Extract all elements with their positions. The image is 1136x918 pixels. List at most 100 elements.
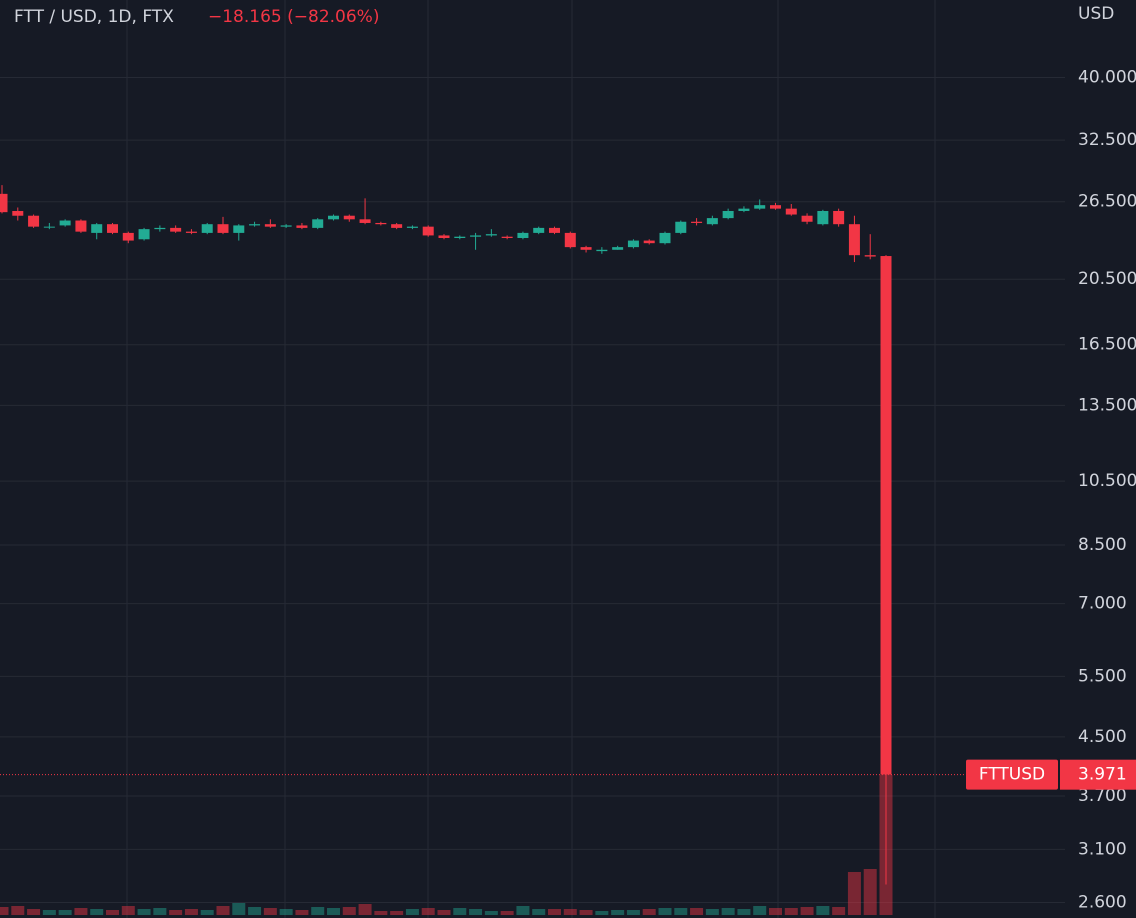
volume-bar bbox=[327, 908, 340, 915]
candle-body bbox=[312, 219, 324, 228]
volume-bar bbox=[137, 909, 151, 915]
candle-body bbox=[233, 225, 245, 233]
candle-body bbox=[438, 235, 450, 238]
candles bbox=[0, 185, 892, 885]
candle-body bbox=[107, 224, 118, 233]
last-price-label: 3.971 bbox=[1078, 765, 1127, 785]
volume-bar bbox=[579, 910, 593, 915]
volume-bar bbox=[421, 908, 435, 915]
y-tick-label: 10.500 bbox=[1078, 471, 1136, 491]
candle-body bbox=[738, 208, 750, 211]
candle-body bbox=[138, 229, 150, 240]
candle-body bbox=[785, 208, 797, 215]
candle-body bbox=[817, 210, 829, 225]
volume-bar bbox=[342, 907, 356, 915]
candle-body bbox=[580, 247, 592, 250]
volume-bar bbox=[847, 872, 861, 915]
candle-body bbox=[328, 215, 339, 220]
volume-bar bbox=[595, 911, 609, 915]
volume-bar bbox=[58, 910, 72, 915]
volume-bar bbox=[263, 908, 277, 915]
volume-bar bbox=[611, 910, 625, 915]
candle-body bbox=[43, 226, 55, 228]
candle-body bbox=[564, 232, 576, 248]
volume-bar bbox=[737, 909, 751, 915]
volume-bar bbox=[74, 908, 88, 915]
candle-body bbox=[91, 224, 103, 233]
candle-body bbox=[770, 205, 781, 209]
candle-body bbox=[280, 225, 292, 227]
candle-body bbox=[12, 210, 24, 216]
price-change: −18.165 (−82.06%) bbox=[208, 7, 379, 27]
volume-bar bbox=[705, 909, 719, 915]
volume-bar bbox=[721, 908, 735, 915]
volume-bar bbox=[0, 907, 9, 915]
candle-body bbox=[122, 232, 134, 241]
symbol-label: FTTUSD bbox=[979, 765, 1045, 785]
volume-bar bbox=[232, 903, 246, 915]
y-unit: USD bbox=[1078, 4, 1114, 24]
y-tick-label: 7.000 bbox=[1078, 594, 1127, 614]
candle-body bbox=[343, 215, 355, 220]
candle-body bbox=[359, 219, 371, 223]
volume-bar bbox=[390, 911, 404, 915]
volume-bar bbox=[500, 911, 514, 915]
volume-bar bbox=[90, 909, 104, 915]
candle-body bbox=[75, 220, 87, 232]
candle-body bbox=[264, 224, 276, 227]
volume-bar bbox=[374, 911, 388, 915]
volume-bar bbox=[832, 907, 846, 915]
volume-bar bbox=[184, 909, 198, 915]
chart-title: FTT / USD, 1D, FTX bbox=[14, 7, 174, 27]
volume-bar bbox=[816, 906, 830, 915]
volume bbox=[0, 775, 893, 915]
candle-body bbox=[659, 232, 671, 244]
volume-bar bbox=[800, 907, 814, 915]
volume-bar bbox=[469, 909, 483, 915]
volume-bar bbox=[437, 910, 451, 915]
y-tick-label: 2.600 bbox=[1078, 893, 1127, 913]
y-tick-label: 4.500 bbox=[1078, 727, 1127, 747]
y-tick-label: 13.500 bbox=[1078, 395, 1136, 415]
candle-body bbox=[154, 227, 166, 230]
volume-bar bbox=[784, 908, 798, 915]
volume-bar bbox=[153, 908, 167, 915]
y-tick-label: 5.500 bbox=[1078, 666, 1127, 686]
candle-body bbox=[833, 210, 845, 225]
volume-bar bbox=[532, 909, 546, 915]
candle-body bbox=[801, 215, 813, 222]
volume-bar bbox=[690, 908, 704, 915]
volume-bar bbox=[42, 910, 56, 915]
candle-body bbox=[643, 240, 655, 244]
volume-bar bbox=[863, 869, 877, 915]
volume-bar bbox=[216, 906, 230, 915]
time-grid bbox=[126, 0, 936, 918]
candle-body bbox=[675, 221, 687, 233]
candle-body bbox=[501, 236, 513, 238]
volume-bar bbox=[106, 910, 119, 915]
volume-bar bbox=[121, 906, 135, 915]
volume-bar bbox=[248, 907, 262, 915]
volume-bar bbox=[548, 909, 561, 915]
candle-body bbox=[517, 232, 529, 238]
y-tick-label: 16.500 bbox=[1078, 335, 1136, 355]
candle-body bbox=[533, 227, 545, 233]
volume-bar bbox=[200, 910, 214, 915]
candle-body bbox=[422, 226, 434, 236]
candle-body bbox=[722, 210, 734, 219]
volume-bar bbox=[358, 904, 372, 915]
candle-body bbox=[217, 224, 229, 233]
volume-bar bbox=[27, 909, 41, 915]
volume-bar bbox=[453, 908, 467, 915]
candle-body bbox=[454, 236, 466, 238]
last-price: FTTUSD 3.971 bbox=[0, 759, 1136, 790]
volume-bar bbox=[295, 910, 309, 915]
y-tick-label: 3.100 bbox=[1078, 839, 1127, 859]
volume-bar bbox=[279, 909, 293, 915]
candle-body bbox=[170, 227, 182, 232]
candle-body bbox=[391, 224, 403, 228]
candle-body bbox=[59, 220, 71, 226]
candle-body bbox=[406, 226, 418, 228]
candle-body bbox=[612, 247, 624, 250]
